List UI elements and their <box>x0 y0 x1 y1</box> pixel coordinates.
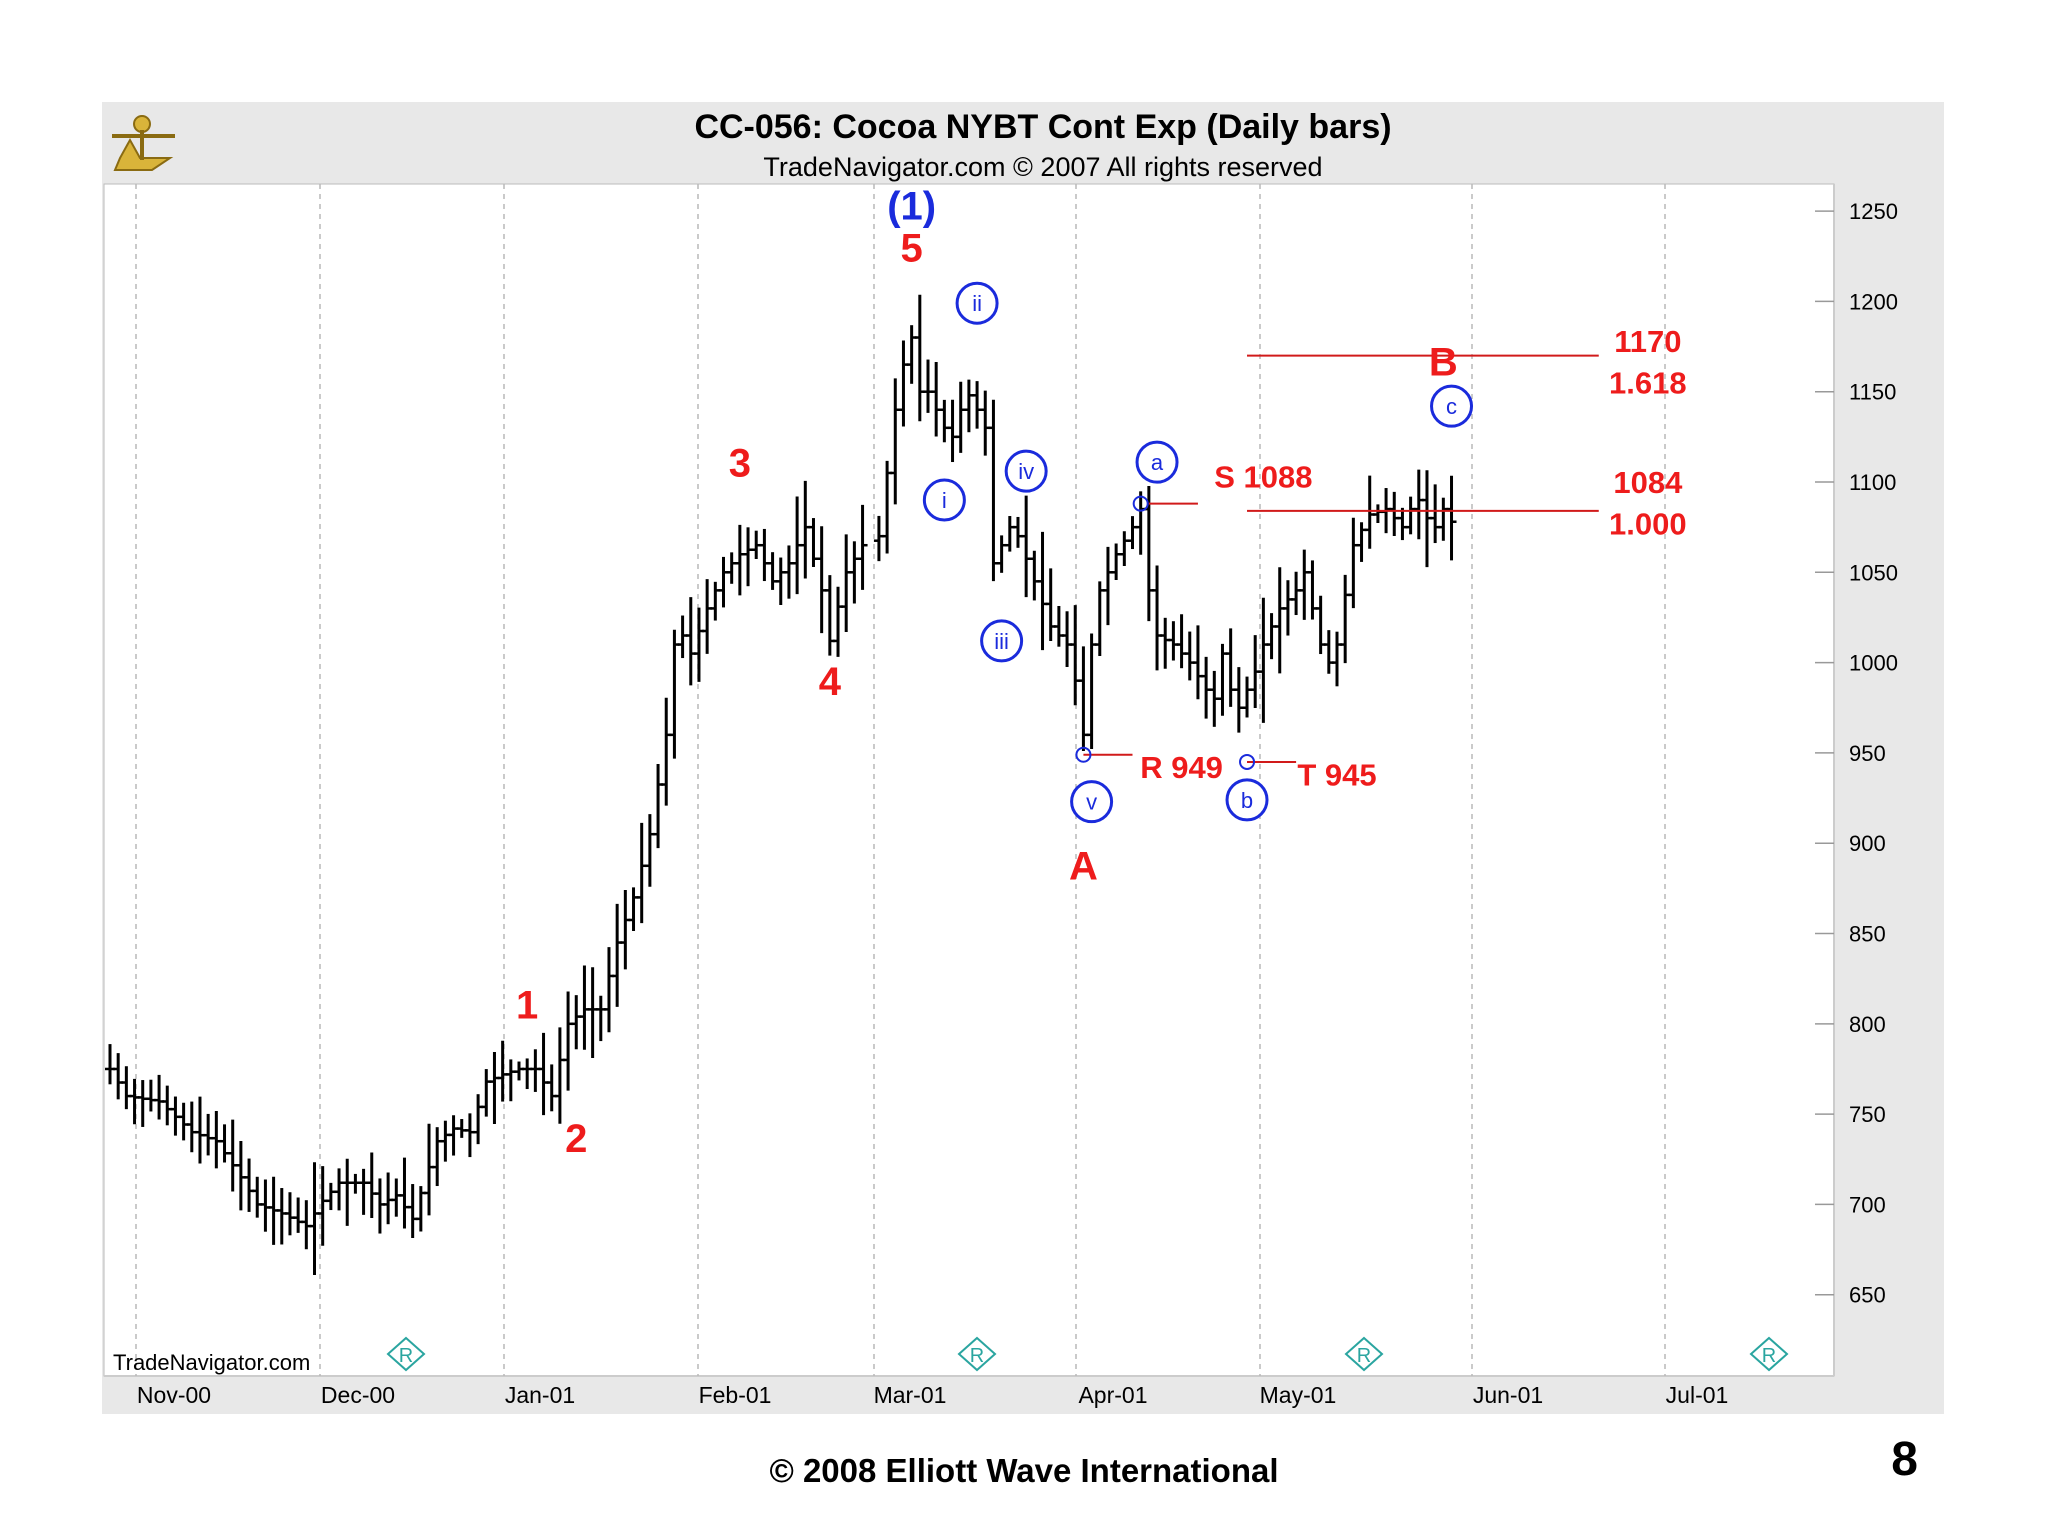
y-tick-label: 850 <box>1849 922 1886 947</box>
y-tick-label: 1150 <box>1849 380 1896 405</box>
svg-text:v: v <box>1086 790 1097 815</box>
wave-circle-label: v <box>1072 782 1112 822</box>
y-tick-label: 950 <box>1849 741 1886 766</box>
wave-label: 4 <box>819 660 842 704</box>
wave-label: 2 <box>565 1117 587 1161</box>
wave-circle-label: c <box>1432 386 1472 426</box>
svg-text:i: i <box>942 488 947 513</box>
x-tick-label: Jul-01 <box>1666 1382 1729 1408</box>
watermark-text: TradeNavigator.com <box>113 1350 310 1375</box>
x-tick-label: Feb-01 <box>699 1382 772 1408</box>
y-tick-label: 900 <box>1849 831 1886 856</box>
svg-text:R: R <box>399 1345 413 1367</box>
x-tick-label: Nov-00 <box>137 1382 211 1408</box>
wave-label: 1.618 <box>1609 366 1687 401</box>
page-number: 8 <box>1838 1432 1918 1487</box>
svg-text:iv: iv <box>1018 459 1034 484</box>
svg-text:R: R <box>1762 1345 1776 1367</box>
wave-label: 5 <box>901 227 923 271</box>
y-tick-label: 1000 <box>1849 651 1898 676</box>
wave-circle-label: iv <box>1006 451 1046 491</box>
svg-text:ii: ii <box>972 291 982 316</box>
wave-label: 1170 <box>1614 324 1681 359</box>
svg-text:c: c <box>1446 394 1457 419</box>
svg-text:R: R <box>970 1345 984 1367</box>
svg-text:R: R <box>1357 1345 1371 1367</box>
wave-label: 1.000 <box>1609 506 1687 541</box>
wave-label: 1084 <box>1613 465 1683 500</box>
wave-label: 3 <box>729 442 751 486</box>
wave-circle-label: ii <box>957 283 997 323</box>
wave-label: 1 <box>516 983 538 1027</box>
y-tick-label: 700 <box>1849 1192 1886 1217</box>
chart-subtitle: TradeNavigator.com © 2007 All rights res… <box>763 152 1322 182</box>
x-tick-label: Apr-01 <box>1078 1382 1147 1408</box>
wave-circle-label: b <box>1227 780 1267 820</box>
wave-label: R 949 <box>1140 750 1223 785</box>
y-tick-label: 1050 <box>1849 560 1898 585</box>
y-tick-label: 750 <box>1849 1102 1886 1127</box>
x-tick-label: Mar-01 <box>874 1382 947 1408</box>
svg-text:iii: iii <box>994 629 1009 654</box>
wave-circle-label: iii <box>982 621 1022 661</box>
wave-circle-label: a <box>1137 442 1177 482</box>
y-tick-label: 1250 <box>1849 199 1898 224</box>
y-tick-label: 650 <box>1849 1283 1886 1308</box>
svg-text:a: a <box>1151 450 1164 475</box>
svg-text:b: b <box>1241 788 1253 813</box>
wave-label: A <box>1069 844 1098 888</box>
copyright-footer: © 2008 Elliott Wave International <box>0 1452 2048 1490</box>
y-tick-label: 800 <box>1849 1012 1886 1037</box>
y-tick-label: 1100 <box>1849 470 1896 495</box>
x-tick-label: Jan-01 <box>505 1382 575 1408</box>
x-tick-label: May-01 <box>1260 1382 1337 1408</box>
chart-title: CC-056: Cocoa NYBT Cont Exp (Daily bars) <box>694 108 1391 146</box>
x-tick-label: Dec-00 <box>321 1382 395 1408</box>
chart: CC-056: Cocoa NYBT Cont Exp (Daily bars)… <box>0 0 2048 1536</box>
y-tick-label: 1200 <box>1849 289 1898 314</box>
wave-label: (1) <box>887 185 936 229</box>
wave-label: S 1088 <box>1214 459 1312 494</box>
x-tick-label: Jun-01 <box>1473 1382 1543 1408</box>
wave-label: B <box>1429 340 1458 384</box>
wave-circle-label: i <box>924 480 964 520</box>
wave-label: T 945 <box>1297 757 1376 792</box>
